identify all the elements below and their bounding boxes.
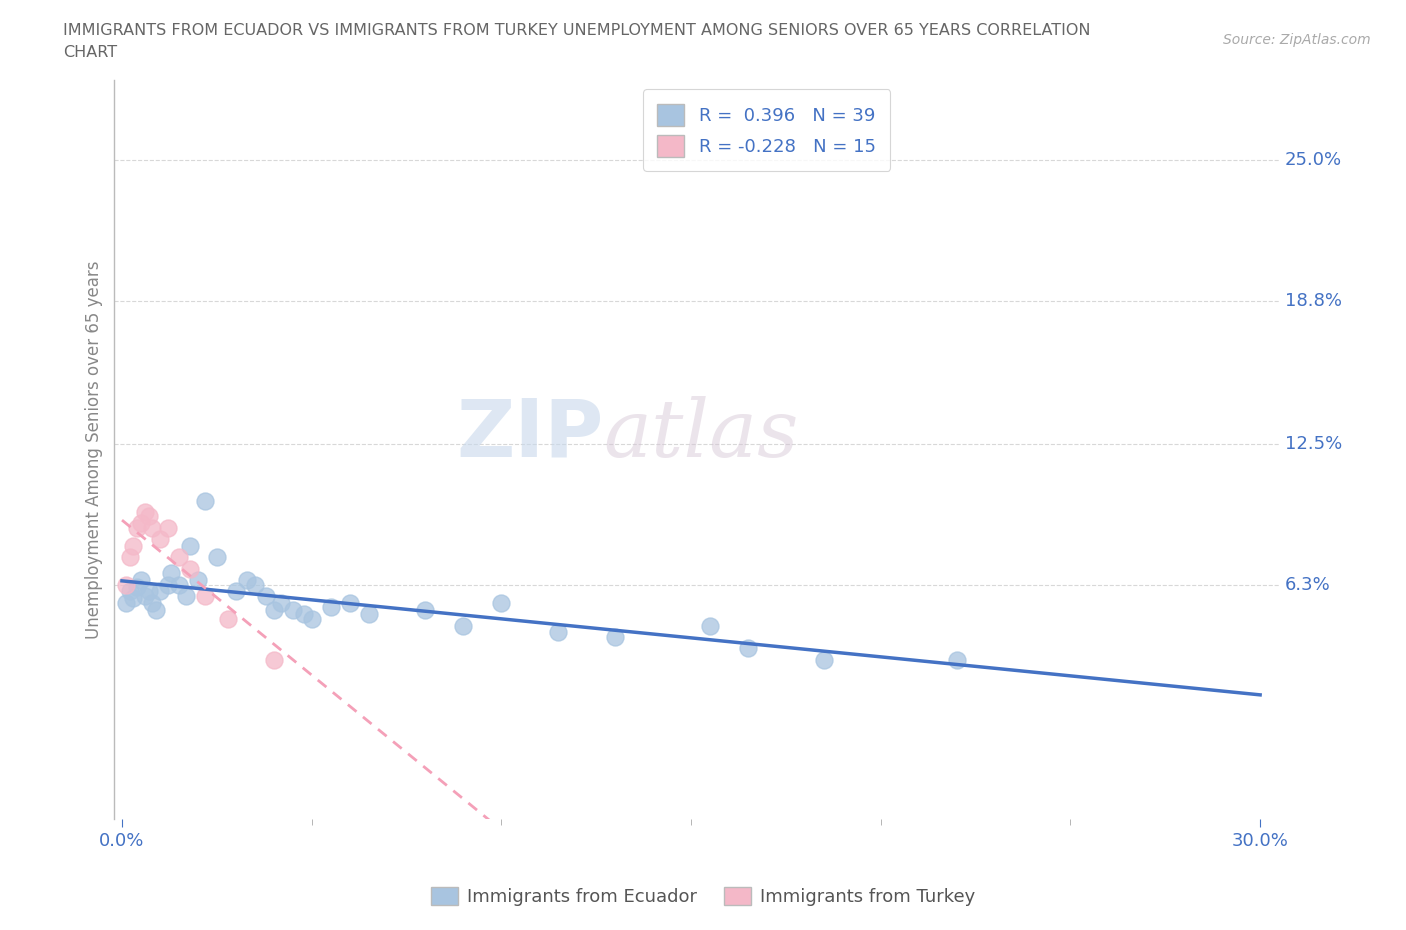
- Point: [605, 630, 627, 644]
- Point: [813, 652, 835, 667]
- Point: [134, 589, 156, 604]
- Point: [243, 578, 266, 592]
- Point: [453, 618, 475, 633]
- Text: IMMIGRANTS FROM ECUADOR VS IMMIGRANTS FROM TURKEY UNEMPLOYMENT AMONG SENIORS OVE: IMMIGRANTS FROM ECUADOR VS IMMIGRANTS FR…: [63, 23, 1091, 38]
- Point: [179, 538, 201, 553]
- Text: ZIP: ZIP: [457, 395, 603, 473]
- Text: 18.8%: 18.8%: [1285, 291, 1341, 310]
- Point: [118, 584, 141, 599]
- Point: [205, 550, 228, 565]
- Point: [187, 573, 209, 588]
- Point: [301, 611, 323, 626]
- Point: [194, 493, 217, 508]
- Point: [156, 578, 179, 592]
- Point: [114, 595, 136, 610]
- Point: [415, 603, 437, 618]
- Point: [281, 603, 304, 618]
- Point: [176, 589, 198, 604]
- Point: [263, 652, 285, 667]
- Text: Source: ZipAtlas.com: Source: ZipAtlas.com: [1223, 33, 1371, 46]
- Point: [319, 600, 342, 615]
- Point: [254, 589, 277, 604]
- Point: [129, 516, 152, 531]
- Point: [122, 538, 145, 553]
- Point: [179, 562, 201, 577]
- Point: [127, 521, 149, 536]
- Point: [122, 591, 145, 605]
- Point: [357, 606, 380, 621]
- Point: [156, 521, 179, 536]
- Point: [737, 641, 759, 656]
- Point: [138, 509, 160, 524]
- Point: [945, 652, 967, 667]
- Point: [194, 589, 217, 604]
- Point: [167, 578, 190, 592]
- Point: [699, 618, 721, 633]
- Text: atlas: atlas: [603, 396, 799, 473]
- Text: 6.3%: 6.3%: [1285, 576, 1330, 593]
- Point: [263, 603, 285, 618]
- Point: [149, 532, 172, 547]
- Point: [217, 611, 239, 626]
- Point: [129, 573, 152, 588]
- Point: [141, 595, 163, 610]
- Text: 25.0%: 25.0%: [1285, 151, 1343, 168]
- Point: [134, 504, 156, 519]
- Point: [145, 603, 167, 618]
- Point: [491, 595, 513, 610]
- Point: [114, 578, 136, 592]
- Text: 12.5%: 12.5%: [1285, 434, 1343, 453]
- Point: [270, 595, 292, 610]
- Point: [118, 550, 141, 565]
- Y-axis label: Unemployment Among Seniors over 65 years: Unemployment Among Seniors over 65 years: [86, 260, 103, 639]
- Point: [167, 550, 190, 565]
- Point: [292, 606, 315, 621]
- Point: [236, 573, 259, 588]
- Point: [339, 595, 361, 610]
- Point: [127, 579, 149, 594]
- Point: [138, 584, 160, 599]
- Text: CHART: CHART: [63, 45, 117, 60]
- Legend: R =  0.396   N = 39, R = -0.228   N = 15: R = 0.396 N = 39, R = -0.228 N = 15: [643, 89, 890, 171]
- Point: [149, 584, 172, 599]
- Point: [547, 625, 569, 640]
- Point: [225, 584, 247, 599]
- Point: [141, 521, 163, 536]
- Point: [160, 565, 183, 580]
- Legend: Immigrants from Ecuador, Immigrants from Turkey: Immigrants from Ecuador, Immigrants from…: [423, 880, 983, 913]
